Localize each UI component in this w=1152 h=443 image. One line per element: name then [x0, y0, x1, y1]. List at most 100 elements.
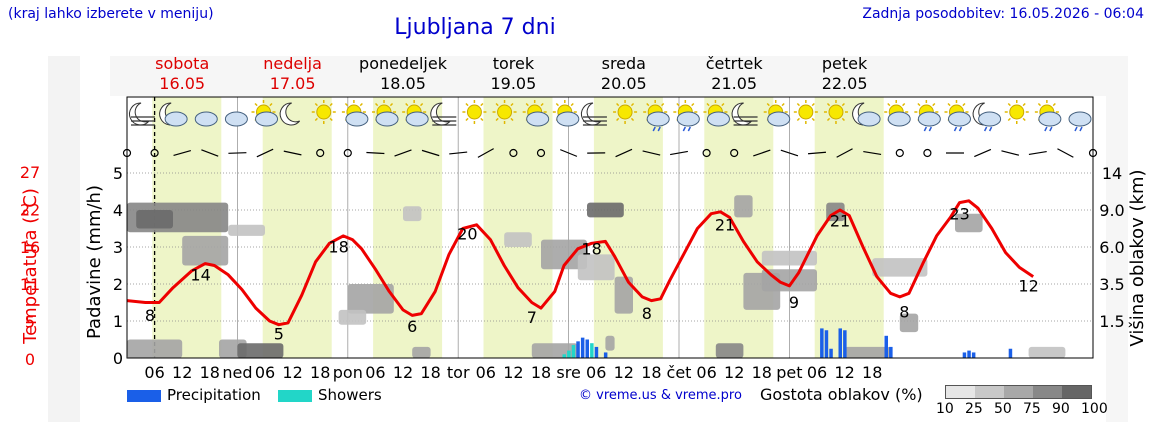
- sun-ray: [495, 117, 499, 122]
- sun-cloud-icon: [251, 100, 279, 127]
- sun-ray: [1022, 117, 1026, 122]
- cloud-density-level: 75: [1023, 401, 1041, 417]
- sun-ray: [902, 102, 906, 107]
- cloud-patch: [955, 213, 983, 233]
- x-hour-tick: 18: [752, 363, 772, 382]
- sun-ray: [630, 102, 635, 107]
- temperature-label: 8: [145, 306, 155, 325]
- day-date: 17.05: [270, 74, 316, 93]
- wind-calm-icon: [316, 148, 325, 158]
- daylight-band: [593, 97, 663, 358]
- cloud-patch: [504, 232, 532, 247]
- x-hour-tick: 06: [807, 363, 827, 382]
- day-header-band: [110, 56, 1128, 96]
- day-name: torek: [493, 54, 535, 73]
- wind-barb-icon: [394, 149, 412, 157]
- x-hour-tick: 12: [834, 363, 854, 382]
- x-day-tick: pon: [333, 363, 363, 382]
- wind-barb-icon: [449, 151, 468, 155]
- cloud-patch: [237, 343, 284, 358]
- daylight-band: [483, 97, 553, 358]
- cloud-shape: [676, 111, 700, 127]
- cloud-shape: [947, 111, 971, 127]
- moon-shape: [129, 102, 150, 126]
- sun-ray: [796, 102, 801, 107]
- daylight-band: [814, 97, 884, 358]
- temperature-label: 14: [190, 265, 210, 284]
- sun-ray: [510, 102, 514, 107]
- cloud-shape: [857, 111, 881, 127]
- sun-shape: [497, 104, 513, 120]
- wind-barb-icon: [807, 151, 827, 155]
- wind-calm-icon: [509, 148, 518, 158]
- x-day-tick: čet: [667, 363, 692, 382]
- temperature-label: 5: [274, 325, 284, 344]
- cloud-patch: [577, 254, 615, 281]
- moon-cloud-rain-icon: [972, 102, 1002, 132]
- sun-ray: [887, 102, 891, 107]
- cloud-shape: [1038, 111, 1062, 127]
- cloud-patch: [541, 239, 587, 270]
- sun-ray: [630, 117, 635, 122]
- sun-ray: [691, 102, 695, 107]
- credit-link[interactable]: © vreme.us & vreme.pro: [579, 388, 742, 403]
- sun-ray: [1007, 117, 1011, 122]
- sun-cloud-icon: [372, 100, 399, 127]
- cloud-height-tick: 14: [1102, 164, 1122, 183]
- moon-fog-icon: [731, 102, 758, 126]
- cloud-shape: [1068, 111, 1092, 127]
- x-hour-tick: 12: [503, 363, 523, 382]
- precip-tick: 1: [113, 312, 123, 331]
- sun-ray: [314, 117, 318, 122]
- sun-ray: [570, 102, 574, 107]
- showers-swatch: [278, 390, 312, 402]
- sun-ray: [616, 117, 620, 122]
- x-hour-tick: 12: [614, 363, 634, 382]
- cloud-patch: [338, 309, 367, 325]
- temperature-label: 18: [581, 239, 601, 258]
- rain-drop: [687, 126, 691, 132]
- location-hint: (kraj lahko izberete v meniju): [8, 6, 214, 22]
- sun-cloud-icon: [763, 100, 791, 127]
- temperature-label: 23: [949, 204, 969, 223]
- daylight-band: [704, 97, 774, 358]
- temperature-tick: 16: [20, 238, 40, 257]
- precip-bar: [843, 330, 847, 358]
- cloud-patch: [734, 195, 753, 218]
- day-date: 22.05: [822, 74, 868, 93]
- wind-barb-icon: [283, 150, 302, 156]
- sun-ray: [646, 102, 650, 107]
- sun-shape: [828, 104, 844, 120]
- cloud-shape: [164, 111, 188, 127]
- cloud-patch: [587, 202, 624, 218]
- sun-cloud-rain-icon: [673, 100, 700, 132]
- daylight-band: [373, 97, 443, 358]
- sun-ray: [555, 102, 559, 107]
- sun-cloud-rain-icon: [944, 100, 971, 132]
- cloud-height-tick: 9.0: [1099, 201, 1124, 220]
- precip-tick: 5: [113, 164, 123, 183]
- cloud-density-scale-labels: 10 25 50 75 90 100: [936, 401, 1108, 419]
- temperature-label: 21: [830, 212, 850, 231]
- sun-ray: [480, 117, 484, 122]
- sun-ray: [480, 102, 484, 107]
- wind-barb-icon: [228, 152, 247, 154]
- cloud-shape: [917, 111, 941, 127]
- precip-bar: [820, 328, 824, 358]
- cloud-shape: [706, 111, 730, 127]
- wind-calm-icon: [702, 148, 711, 158]
- temperature-label: 12: [1018, 276, 1038, 295]
- x-hour-tick: 06: [696, 363, 716, 382]
- x-hour-tick: 18: [641, 363, 661, 382]
- wind-calm-icon: [730, 148, 739, 158]
- sun-ray: [1037, 102, 1042, 107]
- precip-bar: [829, 348, 833, 358]
- sun-ray: [841, 102, 845, 107]
- sun-ray: [1052, 102, 1056, 107]
- wind-barbs: [122, 148, 1098, 158]
- rain-drop: [1079, 126, 1083, 132]
- day-name: sobota: [155, 54, 209, 73]
- temperature-tick: 22: [20, 200, 40, 219]
- day-name: četrtek: [706, 54, 764, 73]
